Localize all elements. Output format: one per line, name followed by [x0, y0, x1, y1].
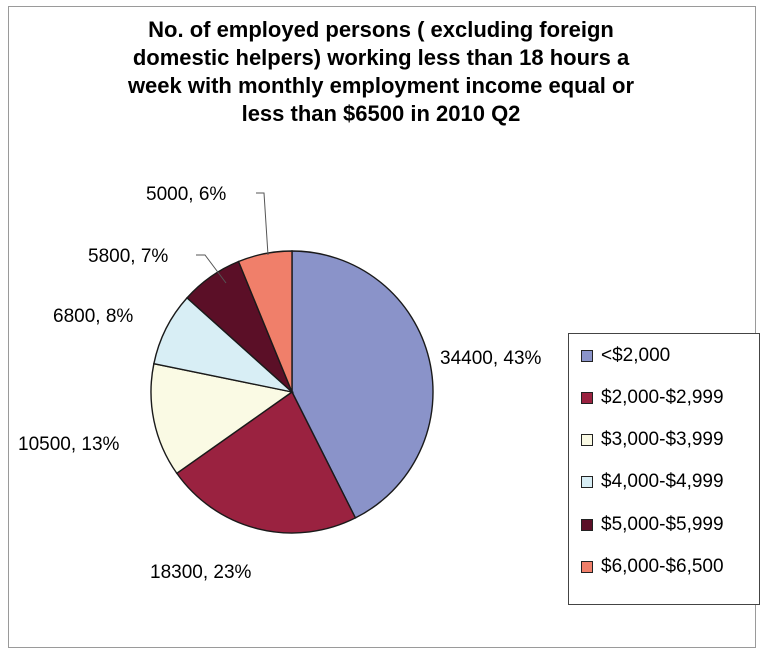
data-label-4: 6800, 8% [53, 306, 133, 327]
legend-label-5: $5,000-$5,999 [601, 514, 724, 535]
data-label-2: 18300, 23% [150, 562, 252, 583]
chart-title: No. of employed persons ( excluding fore… [8, 16, 754, 128]
legend-swatch-6 [581, 561, 593, 573]
title-line-1: No. of employed persons ( excluding fore… [148, 17, 614, 42]
legend-label-1: <$2,000 [601, 345, 671, 366]
title-line-2: domestic helpers) working less than 18 h… [132, 45, 630, 70]
legend-item-2: $2,000-$2,999 [581, 384, 724, 412]
pie-slice-2 [175, 390, 357, 534]
legend-item-1: <$2,000 [581, 342, 670, 370]
pie-slice-3 [150, 362, 294, 475]
legend-swatch-5 [581, 519, 593, 531]
legend-swatch-3 [581, 434, 593, 446]
legend-item-5: $5,000-$5,999 [581, 511, 724, 539]
pie-slice-1 [291, 250, 434, 519]
legend-swatch-1 [581, 350, 593, 362]
leader-line-6 [256, 192, 269, 256]
legend-swatch-4 [581, 476, 593, 488]
data-label-1: 34400, 43% [440, 348, 542, 369]
legend-label-3: $3,000-$3,999 [601, 429, 724, 450]
legend-label-2: $2,000-$2,999 [601, 387, 724, 408]
legend-item-4: $4,000-$4,999 [581, 468, 724, 496]
legend-label-4: $4,000-$4,999 [601, 471, 724, 492]
data-label-3: 10500, 13% [18, 434, 120, 455]
chart-legend: <$2,000 $2,000-$2,999 $3,000-$3,999 $4,000-… [568, 333, 760, 605]
data-label-5: 5800, 7% [88, 246, 168, 267]
legend-label-6: $6,000-$6,500 [601, 556, 724, 577]
data-label-6: 5000, 6% [146, 184, 226, 205]
legend-item-6: $6,000-$6,500 [581, 553, 724, 581]
legend-item-3: $3,000-$3,999 [581, 426, 724, 454]
title-line-4: less than $6500 in 2010 Q2 [241, 101, 521, 126]
title-line-3: week with monthly employment income equa… [127, 73, 635, 98]
legend-swatch-2 [581, 392, 593, 404]
pie-slice-6 [237, 250, 293, 393]
leader-line-5 [196, 254, 227, 284]
